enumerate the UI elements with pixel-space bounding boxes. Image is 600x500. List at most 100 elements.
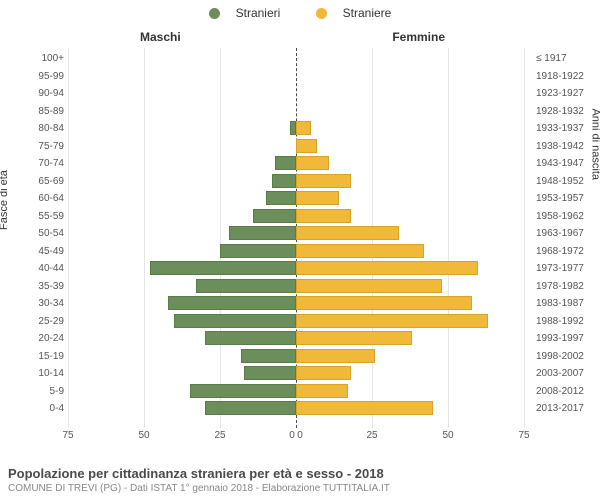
bar-row: [68, 50, 524, 68]
bar-female: [296, 296, 472, 310]
birth-label: 1968-1972: [536, 243, 596, 261]
birth-label: 1978-1982: [536, 278, 596, 296]
x-tick: 0: [289, 430, 295, 441]
age-label: 55-59: [4, 208, 64, 226]
age-label: 40-44: [4, 260, 64, 278]
chart-subtitle: COMUNE DI TREVI (PG) - Dati ISTAT 1° gen…: [8, 483, 592, 494]
legend-male-label: Stranieri: [236, 6, 281, 20]
bar-female: [296, 226, 399, 240]
bar-row: [68, 68, 524, 86]
birth-label: 1923-1927: [536, 85, 596, 103]
bar-male: [174, 314, 296, 328]
bar-male: [241, 349, 296, 363]
birth-label: 1928-1932: [536, 103, 596, 121]
age-label: 90-94: [4, 85, 64, 103]
x-tick: 75: [62, 430, 73, 441]
bar-row: [68, 103, 524, 121]
age-label: 20-24: [4, 330, 64, 348]
bar-female: [296, 261, 478, 275]
bar-female: [296, 384, 348, 398]
bar-rows: [68, 50, 524, 418]
bar-row: [68, 138, 524, 156]
x-tick: 50: [442, 430, 453, 441]
bar-row: [68, 225, 524, 243]
bar-male: [229, 226, 296, 240]
birth-label: 1938-1942: [536, 138, 596, 156]
birth-label: 1973-1977: [536, 260, 596, 278]
bar-female: [296, 209, 351, 223]
bar-row: [68, 260, 524, 278]
bar-row: [68, 330, 524, 348]
bar-male: [205, 401, 296, 415]
bar-row: [68, 313, 524, 331]
bar-male: [205, 331, 296, 345]
bar-female: [296, 349, 375, 363]
bar-female: [296, 156, 329, 170]
age-label: 70-74: [4, 155, 64, 173]
bar-female: [296, 366, 351, 380]
bar-female: [296, 279, 442, 293]
age-label: 5-9: [4, 383, 64, 401]
age-label: 45-49: [4, 243, 64, 261]
bar-row: [68, 365, 524, 383]
chart-title: Popolazione per cittadinanza straniera p…: [8, 466, 592, 481]
birth-label: 1918-1922: [536, 68, 596, 86]
age-label: 65-69: [4, 173, 64, 191]
bar-row: [68, 208, 524, 226]
age-label: 100+: [4, 50, 64, 68]
legend-male: Stranieri: [201, 6, 289, 20]
plot-area: [68, 48, 524, 428]
bar-female: [296, 314, 488, 328]
age-label: 85-89: [4, 103, 64, 121]
birth-label: 1988-1992: [536, 313, 596, 331]
bar-male: [275, 156, 296, 170]
age-label: 30-34: [4, 295, 64, 313]
chart-footer: Popolazione per cittadinanza straniera p…: [8, 466, 592, 494]
x-tick: 50: [138, 430, 149, 441]
age-label: 10-14: [4, 365, 64, 383]
bar-female: [296, 331, 412, 345]
bar-row: [68, 400, 524, 418]
bar-male: [272, 174, 296, 188]
birth-label: 1993-1997: [536, 330, 596, 348]
x-tick: 75: [518, 430, 529, 441]
birth-label: 1948-1952: [536, 173, 596, 191]
birth-label: 2003-2007: [536, 365, 596, 383]
bar-male: [168, 296, 296, 310]
bar-male: [220, 244, 296, 258]
birth-label: ≤ 1917: [536, 50, 596, 68]
bar-row: [68, 243, 524, 261]
population-pyramid-chart: Stranieri Straniere Maschi Femmine Fasce…: [0, 0, 600, 500]
age-label: 0-4: [4, 400, 64, 418]
age-label: 50-54: [4, 225, 64, 243]
age-label: 25-29: [4, 313, 64, 331]
birth-label: 1958-1962: [536, 208, 596, 226]
birth-label: 1933-1937: [536, 120, 596, 138]
bar-male: [266, 191, 296, 205]
x-tick: 25: [366, 430, 377, 441]
age-label: 15-19: [4, 348, 64, 366]
bar-row: [68, 383, 524, 401]
bar-row: [68, 85, 524, 103]
bar-female: [296, 401, 433, 415]
age-label: 35-39: [4, 278, 64, 296]
bar-female: [296, 191, 339, 205]
age-label: 95-99: [4, 68, 64, 86]
birth-label: 1983-1987: [536, 295, 596, 313]
birth-label: 1953-1957: [536, 190, 596, 208]
birth-label: 1963-1967: [536, 225, 596, 243]
birth-label: 2008-2012: [536, 383, 596, 401]
bar-female: [296, 139, 317, 153]
bar-male: [244, 366, 296, 380]
birth-label: 2013-2017: [536, 400, 596, 418]
age-label: 80-84: [4, 120, 64, 138]
x-axis: 75502500255075: [68, 430, 524, 446]
bar-row: [68, 155, 524, 173]
bar-row: [68, 120, 524, 138]
bar-male: [253, 209, 296, 223]
age-label: 60-64: [4, 190, 64, 208]
birth-label: 1943-1947: [536, 155, 596, 173]
bar-male: [150, 261, 296, 275]
header-male: Maschi: [140, 30, 181, 44]
bar-row: [68, 278, 524, 296]
